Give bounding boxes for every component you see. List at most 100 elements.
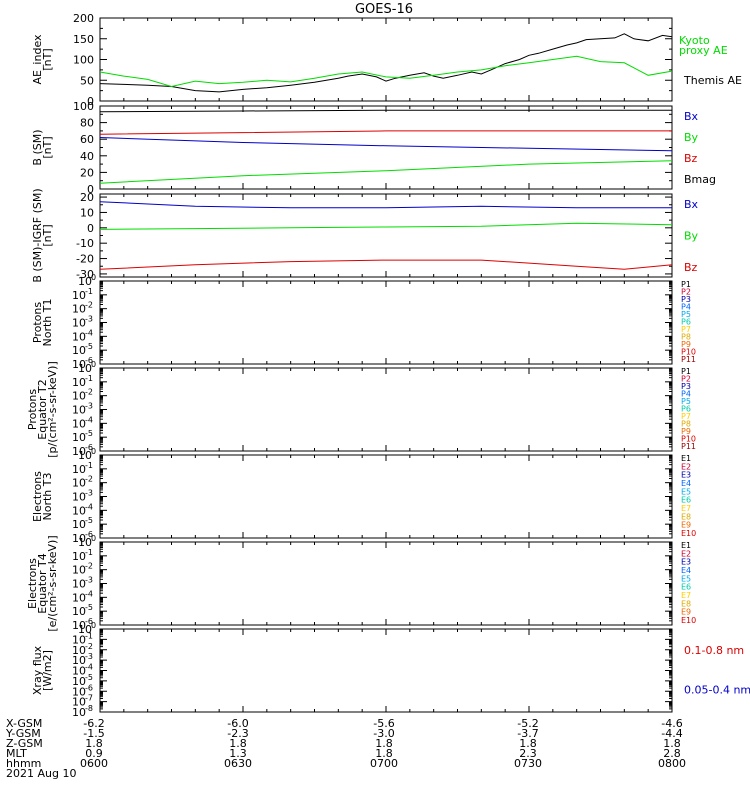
time-axis-row-label: MLT — [6, 747, 27, 760]
y-tick-exponent: -5 — [85, 342, 93, 351]
y-tick-label: 10 — [72, 706, 86, 719]
legend-entry: P1 — [681, 280, 691, 289]
panel-3: B (SM)-IGRF (SM)[nT] -30 -20 -10 0 10 20 Bx By Bz — [31, 188, 699, 282]
y-tick-label: 0 — [87, 95, 94, 108]
time-axis-row-label: X-GSM — [6, 717, 42, 730]
panel-frame — [99, 193, 673, 278]
y-tick-label: 20 — [80, 166, 94, 179]
y-tick-exponent: -3 — [85, 489, 93, 498]
y-tick-label: 10 — [72, 654, 86, 667]
time-axis-value: 0600 — [80, 757, 108, 770]
y-tick-exponent: -1 — [85, 374, 93, 383]
y-tick-label: -20 — [76, 253, 94, 266]
legend-entry: Bz — [684, 152, 698, 165]
legend-entry: E7 — [681, 591, 691, 600]
legend-entry: Bx — [684, 198, 699, 211]
legend-entry: P4 — [681, 303, 691, 312]
y-tick-label: 10 — [72, 564, 86, 577]
legend-entry: By — [684, 131, 699, 144]
y-tick-exponent: -4 — [85, 328, 93, 337]
legend-entry: E6 — [681, 496, 691, 505]
legend-entry: E2 — [681, 462, 691, 471]
y-axis-label: [nT] — [41, 224, 54, 246]
legend-entry: P6 — [681, 318, 691, 327]
legend-entry: E8 — [681, 512, 691, 521]
series-line — [99, 137, 673, 152]
y-tick-label: -10 — [76, 237, 94, 250]
y-tick-exponent: -5 — [85, 429, 93, 438]
legend-entry: P3 — [681, 295, 691, 304]
y-tick-label: 20 — [80, 191, 94, 204]
series-line — [99, 55, 673, 88]
time-axis-value: 2.8 — [663, 747, 681, 760]
y-tick-label: 100 — [73, 54, 94, 67]
legend-entry: 0.1-0.8 nm — [684, 644, 744, 657]
time-axis-value: -4.4 — [661, 727, 682, 740]
legend-entry: P7 — [681, 325, 691, 334]
y-tick-exponent: -6 — [85, 443, 93, 452]
y-axis-label: [p/(cm²-s-sr-keV)] — [46, 361, 59, 458]
y-tick-exponent: -1 — [85, 631, 93, 640]
y-tick-label: 10 — [72, 289, 86, 302]
y-tick-exponent: 0 — [91, 447, 96, 456]
time-axis-value: -2.3 — [227, 727, 248, 740]
panel-frame — [99, 541, 673, 626]
y-tick-exponent: -5 — [85, 673, 93, 682]
series-line — [99, 33, 673, 93]
y-tick-exponent: -3 — [85, 652, 93, 661]
y-tick-label: 10 — [72, 417, 86, 430]
y-tick-exponent: -3 — [85, 576, 93, 585]
legend-entry: E10 — [681, 529, 696, 538]
y-tick-exponent: 0 — [91, 534, 96, 543]
y-tick-label: 10 — [78, 362, 92, 375]
time-axis-value: -5.6 — [373, 717, 394, 730]
y-tick-label: 0 — [87, 222, 94, 235]
time-axis-value: 0730 — [514, 757, 542, 770]
y-tick-label: 50 — [80, 74, 94, 87]
y-axis-label: Equator T2 — [36, 379, 49, 439]
time-axis-value: -1.5 — [83, 727, 104, 740]
y-axis-label: AE_index — [31, 34, 44, 85]
time-axis-value: -6.0 — [227, 717, 248, 730]
y-tick-exponent: -6 — [85, 683, 93, 692]
y-tick-label: 10 — [78, 449, 92, 462]
legend-entry: E9 — [681, 521, 691, 530]
y-tick-exponent: -2 — [85, 475, 93, 484]
y-tick-exponent: -5 — [85, 603, 93, 612]
time-axis-value: 2.3 — [519, 747, 537, 760]
legend-entry: Bmag — [684, 173, 716, 186]
legend-entry: By — [684, 230, 699, 243]
y-tick-label: 10 — [78, 623, 92, 636]
time-axis-value: 0630 — [224, 757, 252, 770]
legend-entry: P5 — [681, 310, 691, 319]
legend-entry: P9 — [681, 427, 691, 436]
y-tick-label: 10 — [72, 376, 86, 389]
y-tick-label: 0 — [87, 183, 94, 196]
legend-entry: E1 — [681, 541, 691, 550]
legend-entry: E4 — [681, 479, 691, 488]
legend-entry: P2 — [681, 288, 691, 297]
y-tick-label: 10 — [72, 390, 86, 403]
y-axis-label: [nT] — [41, 48, 54, 70]
time-axis-row-label: hhmm — [6, 757, 41, 770]
series-line — [99, 222, 673, 230]
legend-entry: E5 — [681, 487, 691, 496]
legend-entry: P5 — [681, 397, 691, 406]
y-tick-exponent: 0 — [91, 621, 96, 630]
time-axis-value: -5.2 — [517, 717, 538, 730]
y-tick-exponent: -6 — [85, 617, 93, 626]
legend-entry: E3 — [681, 558, 691, 567]
legend-entry: P7 — [681, 412, 691, 421]
y-tick-label: 200 — [73, 12, 94, 25]
y-tick-label: 60 — [80, 133, 94, 146]
time-axis-value: 1.8 — [85, 737, 103, 750]
y-tick-exponent: -2 — [85, 301, 93, 310]
legend-entry: Bz — [684, 261, 698, 274]
y-tick-exponent: -3 — [85, 315, 93, 324]
y-tick-exponent: -4 — [85, 589, 93, 598]
series-line — [99, 201, 672, 209]
y-tick-label: 10 — [72, 685, 86, 698]
panel-frame — [99, 367, 673, 452]
